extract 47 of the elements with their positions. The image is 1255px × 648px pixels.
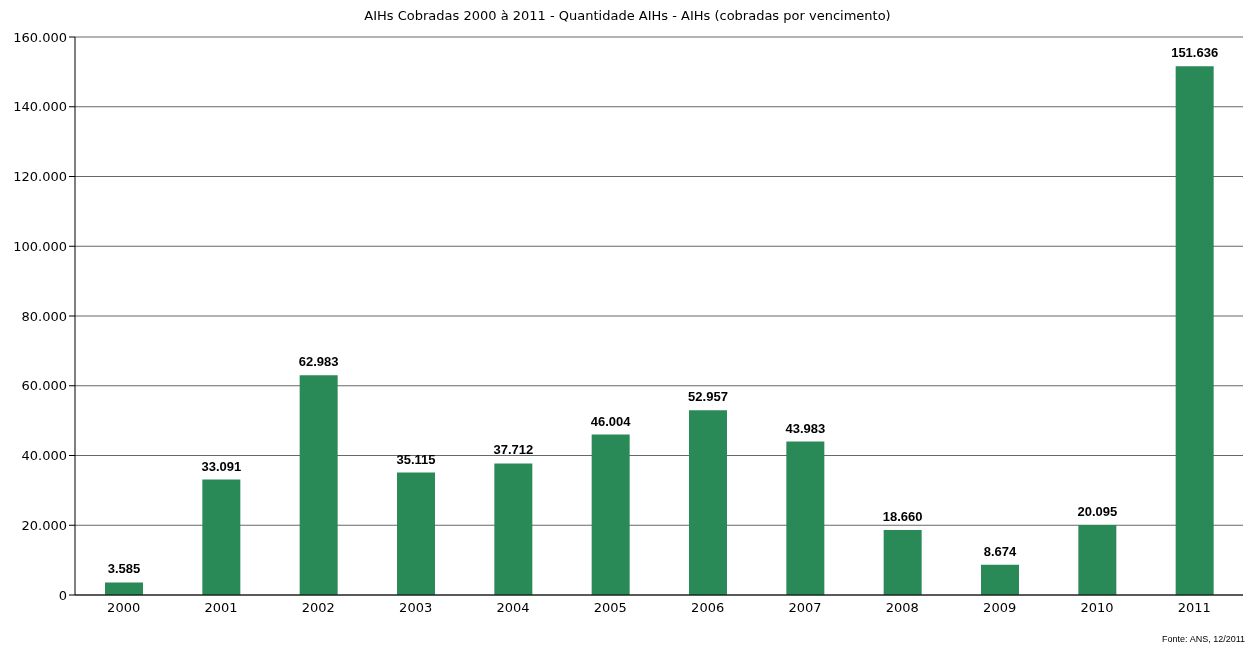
y-tick-label: 60.000 — [21, 378, 67, 394]
data-label: 43.983 — [785, 420, 826, 436]
x-tick-label: 2001 — [204, 600, 238, 616]
y-tick-label: 80.000 — [21, 308, 67, 324]
x-tick-label: 2003 — [399, 600, 433, 616]
x-tick-label: 2010 — [1080, 600, 1114, 616]
data-label: 52.957 — [688, 389, 728, 405]
x-tick-label: 2005 — [593, 600, 627, 616]
bar — [202, 479, 241, 595]
bar — [883, 529, 922, 595]
data-label: 37.712 — [493, 442, 534, 458]
bar — [1175, 66, 1214, 595]
x-tick-label: 2007 — [788, 600, 822, 616]
chart-title: AIHs Cobradas 2000 à 2011 - Quantidade AIHs - AIHs (cobradas por vencimento) — [363, 8, 892, 23]
bar — [981, 564, 1019, 595]
data-label: 18.660 — [882, 508, 923, 524]
y-tick-label: 140.000 — [13, 99, 67, 115]
data-label: 8.674 — [983, 543, 1018, 559]
x-tick-label: 2008 — [885, 600, 919, 616]
data-label: 151.636 — [1171, 45, 1219, 61]
data-label: 35.115 — [396, 451, 436, 467]
y-tick-label: 0 — [58, 587, 67, 603]
x-tick-label: 2002 — [301, 600, 335, 616]
x-tick-label: 2000 — [107, 600, 141, 616]
x-tick-label: 2011 — [1177, 600, 1211, 616]
y-tick-label: 40.000 — [21, 448, 67, 464]
y-tick-label: 20.000 — [21, 517, 67, 533]
data-label: 33.091 — [201, 458, 242, 474]
y-tick-label: 100.000 — [13, 238, 67, 254]
y-tick-label: 120.000 — [13, 169, 67, 185]
y-tick-label: 160.000 — [13, 29, 67, 45]
bar — [494, 463, 533, 595]
bar — [689, 410, 727, 595]
x-tick-label: 2004 — [496, 600, 530, 616]
bar — [105, 582, 143, 595]
data-label: 20.095 — [1077, 503, 1118, 519]
bar — [591, 434, 630, 595]
x-tick-label: 2009 — [983, 600, 1017, 616]
bar — [1078, 524, 1117, 595]
bar — [299, 375, 338, 595]
x-tick-label: 2006 — [691, 600, 725, 616]
data-label: 3.585 — [107, 561, 141, 577]
source-note: Fonte: ANS, 12/2011 — [1162, 634, 1245, 644]
bar — [397, 472, 435, 595]
data-label: 62.983 — [298, 354, 339, 370]
bar — [786, 441, 825, 595]
data-label: 46.004 — [590, 413, 632, 429]
